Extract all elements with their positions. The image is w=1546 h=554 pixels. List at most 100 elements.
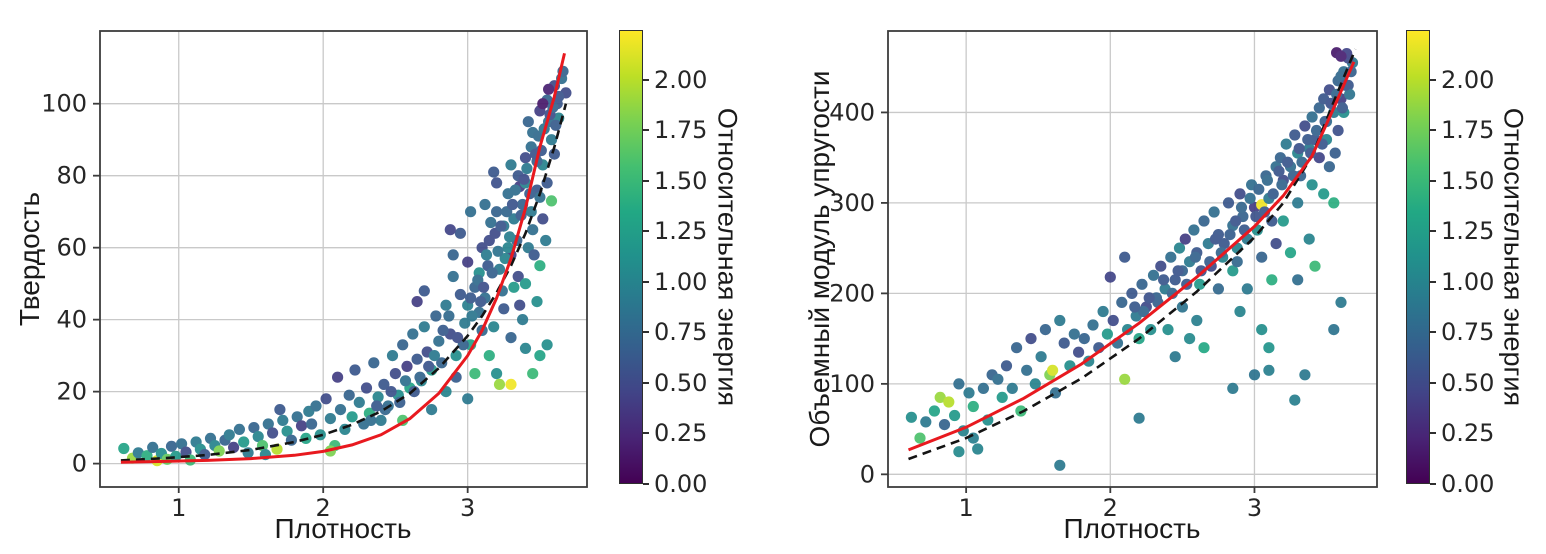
scatter-point	[414, 371, 426, 383]
scatter-point	[469, 368, 481, 380]
scatter-point	[1129, 301, 1141, 313]
right-colorbar-tick-label: 1.00	[1441, 267, 1495, 296]
scatter-point	[977, 382, 990, 394]
left-colorbar-tick	[643, 78, 649, 81]
scatter-point	[1235, 201, 1248, 213]
scatter-point	[199, 449, 211, 461]
scatter-point	[1029, 378, 1041, 390]
scatter-point	[462, 393, 474, 405]
scatter-point	[1215, 247, 1227, 259]
left-ticks: 1 2 3 0 20 40 60 80 100	[41, 90, 475, 522]
scatter-point	[1165, 251, 1177, 263]
scatter-point	[176, 438, 188, 450]
scatter-point	[1189, 251, 1201, 263]
scatter-point	[1119, 251, 1131, 263]
scatter-point	[928, 405, 941, 417]
scatter-point	[519, 278, 532, 290]
left-colorbar-tick	[643, 331, 649, 334]
scatter-point	[491, 206, 503, 218]
scatter-point	[493, 378, 506, 390]
scatter-point	[465, 206, 477, 218]
x-tick-label: 1	[958, 494, 973, 522]
scatter-point	[306, 418, 318, 430]
scatter-point	[1253, 183, 1265, 195]
left-fit-curve-red	[120, 52, 566, 464]
y-tick-label: 0	[72, 450, 87, 478]
scatter-point	[310, 400, 322, 412]
scatter-point	[1039, 324, 1051, 336]
scatter-point	[1335, 296, 1347, 308]
scatter-point	[1198, 215, 1210, 227]
scatter-point	[1179, 233, 1191, 245]
left-colorbar-label: Относительная энергия	[712, 107, 743, 407]
scatter-point	[545, 195, 558, 207]
right-colorbar-tick-label: 0.50	[1441, 368, 1495, 397]
scatter-point	[521, 162, 533, 175]
scatter-point	[1289, 129, 1301, 141]
scatter-point	[389, 368, 401, 380]
scatter-point	[1025, 333, 1037, 345]
right-colorbar-tick	[1430, 230, 1436, 233]
scatter-point	[291, 411, 303, 423]
right-y-axis-label: Объемный модуль упругости	[804, 70, 835, 448]
scatter-point	[320, 393, 332, 405]
scatter-point	[262, 418, 274, 430]
scatter-point	[1309, 260, 1321, 272]
y-tick-label: 100	[829, 370, 875, 398]
scatter-point	[1303, 233, 1315, 245]
scatter-point	[1155, 260, 1167, 272]
scatter-point	[972, 443, 984, 455]
scatter-point	[949, 409, 961, 422]
scatter-point	[920, 416, 932, 428]
scatter-point	[1184, 333, 1196, 345]
scatter-point	[1234, 305, 1246, 318]
scatter-point	[534, 260, 546, 272]
scatter-point	[332, 371, 344, 383]
scatter-point	[1227, 265, 1239, 277]
scatter-point	[528, 249, 540, 261]
scatter-point	[1284, 247, 1297, 259]
scatter-point	[492, 245, 504, 257]
right-colorbar-tick-label: 0.25	[1441, 419, 1495, 448]
scatter-point	[534, 350, 546, 362]
right-fit-curve-red	[907, 61, 1356, 452]
scatter-point	[132, 447, 144, 459]
scatter-point	[1306, 111, 1318, 123]
scatter-point	[938, 419, 951, 431]
scatter-point	[480, 249, 493, 261]
scatter-point	[1188, 224, 1200, 236]
scatter-point	[527, 368, 539, 380]
scatter-point	[478, 281, 490, 293]
scatter-point	[1276, 179, 1288, 191]
scatter-point	[914, 432, 926, 444]
scatter-point	[1147, 269, 1160, 281]
scatter-point	[360, 382, 373, 394]
scatter-point	[386, 350, 399, 362]
scatter-point	[1176, 301, 1188, 313]
scatter-point	[1318, 188, 1330, 200]
scatter-point	[223, 429, 235, 441]
scatter-point	[365, 414, 377, 426]
scatter-point	[118, 442, 130, 455]
scatter-point	[1104, 271, 1116, 283]
scatter-point	[512, 270, 524, 283]
scatter-point	[1250, 210, 1262, 223]
scatter-point	[346, 411, 358, 423]
scatter-point	[1097, 305, 1109, 318]
scatter-point	[1267, 188, 1279, 200]
scatter-point	[1054, 459, 1066, 471]
right-colorbar-tick	[1430, 280, 1436, 283]
right-colorbar-tick-label: 0.75	[1441, 318, 1495, 347]
left-chart: 1 2 3 0 20 40 60 80 100	[41, 30, 588, 522]
scatter-point	[1282, 156, 1294, 168]
scatter-point	[1256, 324, 1268, 336]
right-scatter-points	[905, 47, 1359, 471]
scatter-point	[440, 299, 452, 311]
y-tick-label: 300	[829, 189, 875, 217]
scatter-point	[233, 423, 245, 435]
scatter-point	[514, 299, 526, 311]
scatter-point	[281, 425, 293, 437]
right-colorbar-tick-label: 0.00	[1441, 470, 1495, 498]
scatter-point	[1329, 147, 1341, 159]
